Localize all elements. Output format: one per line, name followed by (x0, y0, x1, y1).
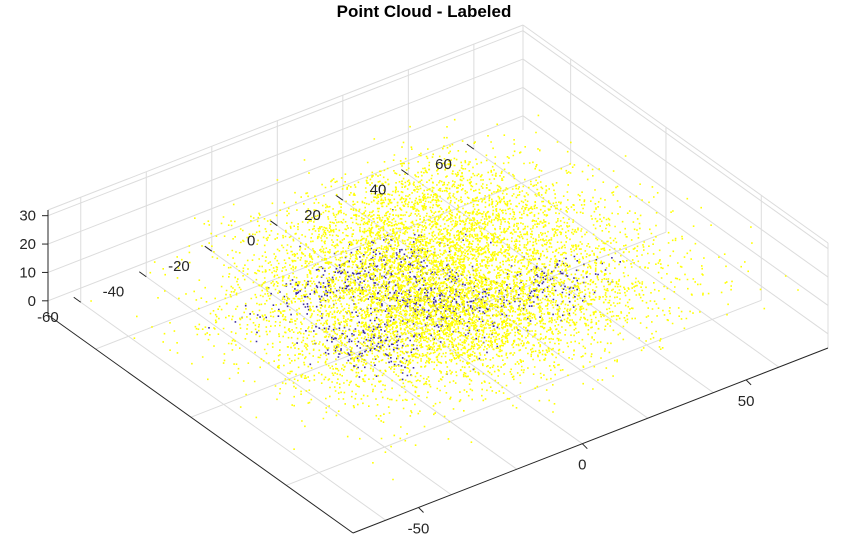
grid-line-y (408, 174, 714, 394)
axis-lines (42, 143, 829, 534)
grid-line-x (95, 163, 571, 350)
x-tick-label: -50 (408, 520, 430, 537)
y-tick-label: -20 (168, 258, 190, 275)
grid-line-z (47, 30, 524, 217)
y-tick-label: 60 (435, 156, 452, 173)
tick-mark (581, 443, 588, 450)
grid-line-z (47, 86, 524, 273)
tick-mark (466, 143, 475, 150)
grid-line-z (47, 58, 524, 245)
grid-line-y (145, 276, 452, 496)
grid-line-z-wall (522, 58, 829, 278)
grid-line-z-wall (522, 115, 829, 335)
grid-line-x (286, 299, 762, 486)
grid-line-y (80, 301, 387, 521)
y-tick-label: -40 (103, 284, 125, 301)
tick-mark (745, 379, 752, 386)
tick-mark (401, 169, 409, 176)
grid-line-y (342, 199, 649, 419)
y-axis-line (47, 314, 354, 534)
grid-line-y (473, 148, 780, 368)
x-tick-label: 50 (738, 393, 755, 410)
tick-mark (270, 220, 278, 227)
tick-mark (73, 296, 82, 303)
y-tick-label: 0 (247, 233, 255, 250)
y-tick-label: 20 (304, 207, 321, 224)
box-edge (47, 24, 524, 211)
tick-mark (418, 507, 424, 513)
y-tick-label: 40 (370, 182, 387, 199)
x-axis-line (352, 347, 829, 534)
z-tick-label: 10 (19, 264, 36, 281)
grid-line-z-wall (522, 30, 829, 250)
box-edge (522, 24, 829, 244)
grid-line-z-wall (522, 87, 829, 306)
x-tick-label: 0 (578, 457, 586, 474)
tick-mark (204, 245, 213, 252)
y-tick-label: -60 (37, 309, 59, 326)
z-tick-label: 0 (28, 293, 36, 310)
z-tick-label: 20 (19, 236, 36, 253)
tick-mark (138, 271, 147, 278)
tick-mark (335, 194, 344, 201)
chart-title: Point Cloud - Labeled (336, 2, 512, 21)
z-tick-label: 30 (19, 208, 36, 225)
tick-labels: 0 10 20 30 -60 -40 -20 0 20 40 60 -50 0 50 (19, 156, 754, 537)
grid-line-x (190, 231, 667, 418)
